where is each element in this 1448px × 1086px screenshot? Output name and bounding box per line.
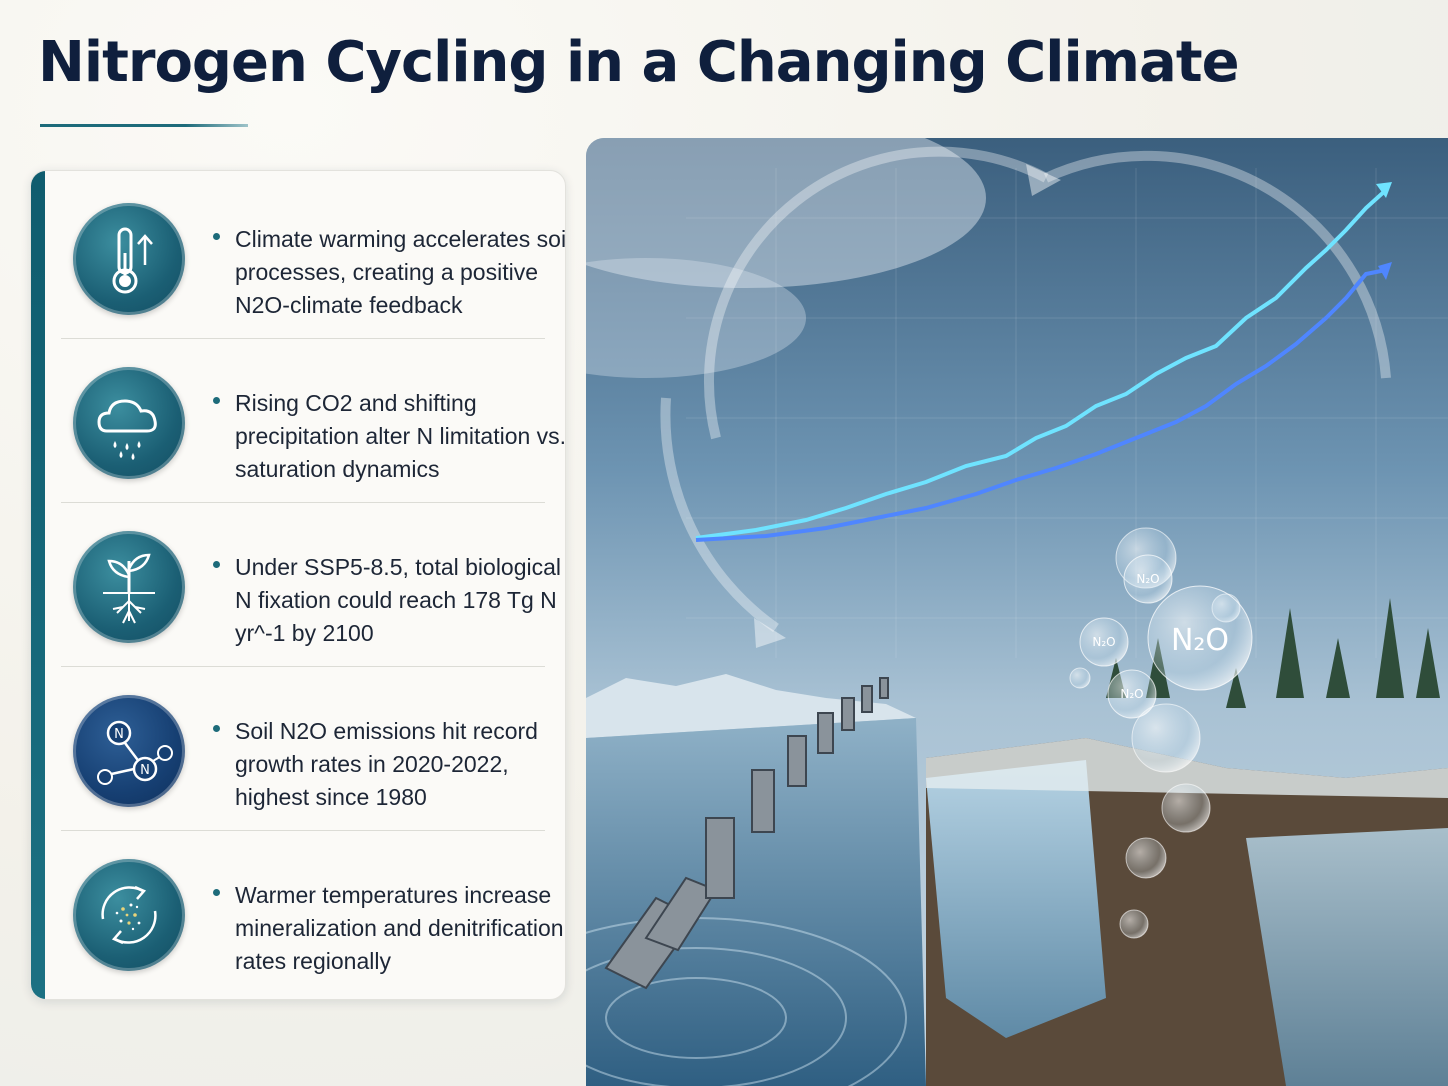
- plant-roots-icon: [73, 531, 185, 643]
- trend-arrowhead: [1376, 182, 1392, 198]
- fact-text: Warmer temperatures increase mineralizat…: [235, 882, 564, 974]
- trend-arrowhead: [1378, 262, 1392, 280]
- fact-text: Under SSP5-8.5, total biological N fixat…: [235, 554, 562, 646]
- bullet-marker: [213, 233, 220, 240]
- rising-trend-line-blue: [695, 268, 1387, 542]
- title-underline: [40, 124, 248, 127]
- cycle-arrowhead: [754, 618, 786, 648]
- bullet-marker: [213, 397, 220, 404]
- cloud: [586, 138, 986, 288]
- bullet-marker: [213, 561, 220, 568]
- bullet-marker: [213, 725, 220, 732]
- rain-cloud-icon: [73, 367, 185, 479]
- row-divider: [61, 830, 545, 831]
- ice-cliff: [926, 760, 1106, 1038]
- frost-layer: [926, 738, 1448, 798]
- fact-text: Rising CO2 and shifting precipitation al…: [235, 390, 566, 482]
- n2o-bubble-label: N₂O: [1092, 635, 1115, 649]
- fact-item-emissions: N N Soil N2O emissions hit record growth…: [45, 667, 565, 831]
- n2o-bubble-label: N₂O: [1136, 572, 1159, 586]
- row-divider: [61, 338, 545, 339]
- svg-text:N: N: [114, 727, 124, 742]
- fact-item-mineralization: Warmer temperatures increase mineralizat…: [45, 831, 565, 995]
- page-title: Nitrogen Cycling in a Changing Climate: [38, 30, 1240, 95]
- fact-item-fixation: Under SSP5-8.5, total biological N fixat…: [45, 503, 565, 667]
- row-divider: [61, 502, 545, 503]
- fact-item-precipitation: Rising CO2 and shifting precipitation al…: [45, 339, 565, 503]
- facts-panel: Climate warming accelerates soil process…: [30, 170, 566, 1000]
- cycle-particles-icon: [73, 859, 185, 971]
- n2o-bubble-large: [1147, 585, 1253, 691]
- cycle-arrows: [660, 146, 1391, 633]
- fact-text: Climate warming accelerates soil process…: [235, 226, 566, 318]
- cycle-arrowhead: [1026, 164, 1061, 196]
- n2o-bubble-label: N₂O: [1120, 687, 1143, 701]
- ice-cliff: [1246, 828, 1448, 1086]
- n2o-bubble-small: [1079, 617, 1129, 667]
- thermometer-up-icon: [73, 203, 185, 315]
- svg-text:N: N: [140, 763, 150, 778]
- panel-accent-bar: [31, 171, 45, 999]
- cloud: [586, 258, 806, 378]
- fact-item-warming: Climate warming accelerates soil process…: [45, 175, 565, 339]
- fact-text: Soil N2O emissions hit record growth rat…: [235, 718, 538, 810]
- bullet-marker: [213, 889, 220, 896]
- water: [586, 718, 926, 1086]
- nitrogen-molecule-icon: N N: [73, 695, 185, 807]
- n2o-bubble-small: [1123, 554, 1173, 604]
- climate-illustration: N₂O N₂O N₂O N₂O: [586, 138, 1448, 1086]
- row-divider: [61, 666, 545, 667]
- n2o-bubble-large-label: N₂O: [1171, 623, 1229, 658]
- falling-dominoes: [604, 677, 889, 990]
- rising-trend-line-cyan: [695, 188, 1388, 540]
- climate-illustration-art: N₂O N₂O N₂O N₂O: [586, 138, 1448, 1086]
- n2o-bubble-small: [1107, 669, 1157, 719]
